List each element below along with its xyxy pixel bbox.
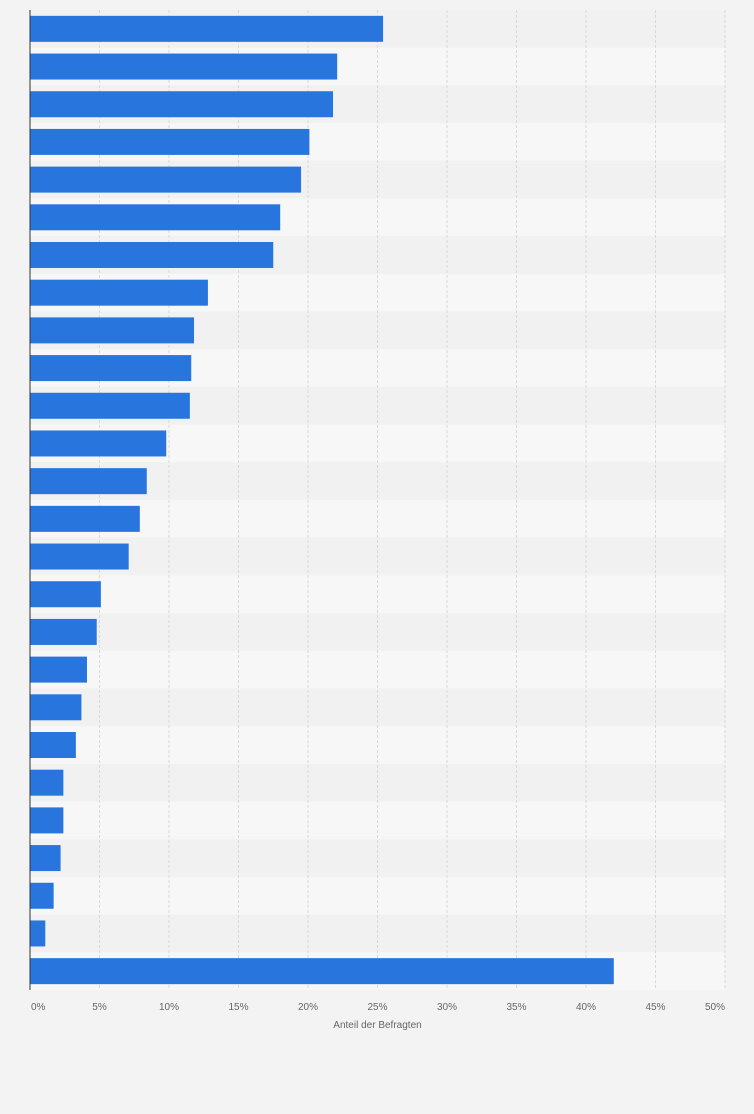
- bar[interactable]: [30, 732, 76, 758]
- bar[interactable]: [30, 920, 46, 947]
- bar[interactable]: [30, 618, 97, 645]
- bar[interactable]: [30, 958, 614, 985]
- x-tick-label: 40%: [576, 1002, 596, 1013]
- bar[interactable]: [30, 845, 61, 872]
- bar[interactable]: [30, 694, 82, 721]
- bar[interactable]: [30, 430, 167, 457]
- bar[interactable]: [30, 166, 302, 193]
- bar[interactable]: [30, 807, 64, 834]
- x-tick-label: 35%: [506, 1002, 526, 1013]
- bar[interactable]: [30, 128, 310, 155]
- bar[interactable]: [30, 355, 192, 382]
- bar[interactable]: [30, 317, 195, 344]
- x-tick-label: 5%: [92, 1002, 107, 1013]
- bar[interactable]: [30, 468, 147, 495]
- x-tick-label: 20%: [298, 1002, 318, 1013]
- bar[interactable]: [30, 505, 140, 532]
- x-tick-label: 15%: [228, 1002, 248, 1013]
- bar[interactable]: [30, 53, 338, 80]
- bar[interactable]: [30, 204, 281, 231]
- bar[interactable]: [30, 656, 87, 683]
- bar[interactable]: [30, 543, 129, 570]
- bar[interactable]: [30, 392, 190, 419]
- x-axis-label: Anteil der Befragten: [333, 1020, 421, 1031]
- bar[interactable]: [30, 15, 384, 42]
- x-tick-label: 10%: [159, 1002, 179, 1013]
- x-tick-label: 50%: [705, 1002, 725, 1013]
- bar[interactable]: [30, 769, 64, 796]
- x-tick-label: 30%: [437, 1002, 457, 1013]
- bar[interactable]: [30, 581, 101, 608]
- bar[interactable]: [30, 242, 274, 268]
- x-tick-label: 45%: [645, 1002, 665, 1013]
- x-tick-labels: 0% 5% 10% 15% 20% 25% 30% 35% 40% 45% 50%: [31, 1002, 725, 1013]
- bar[interactable]: [30, 91, 334, 118]
- bar[interactable]: [30, 882, 54, 909]
- x-tick-label: 0%: [31, 1002, 46, 1013]
- bars: [30, 15, 614, 985]
- x-tick-label: 25%: [367, 1002, 387, 1013]
- bar[interactable]: [30, 279, 208, 306]
- gridlines: [99, 10, 726, 990]
